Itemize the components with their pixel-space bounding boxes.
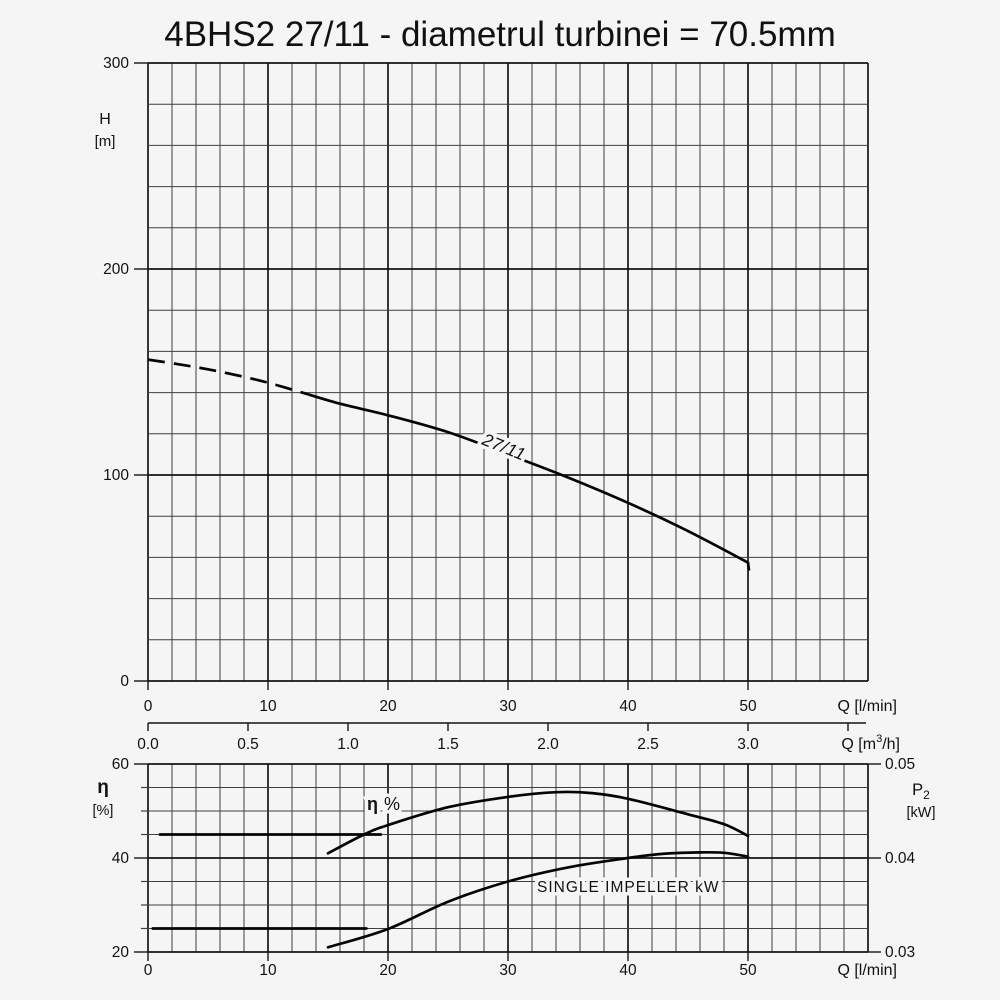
- x-tick-label: 30: [499, 698, 517, 715]
- y2-tick-label: 0.03: [885, 944, 915, 961]
- p2-label-pre: P: [912, 781, 923, 799]
- y2-tick-label: 0.04: [885, 850, 916, 867]
- x-tick-label: 20: [379, 962, 397, 979]
- efficiency-curve-label: η%: [367, 794, 400, 814]
- eta-symbol: η: [367, 794, 378, 814]
- y-axis-label-eta: η: [97, 777, 109, 798]
- m3h-label-post: /h]: [882, 736, 900, 753]
- m3h-label-sup: 3: [876, 733, 882, 745]
- y-tick-label: 20: [112, 944, 130, 961]
- y-axis-unit-m: [m]: [95, 133, 116, 150]
- x-tick-label: 20: [379, 698, 397, 715]
- curve-layer: [147, 358, 751, 949]
- x2-tick-label: 0.5: [237, 736, 259, 753]
- y-tick-label: 100: [103, 467, 129, 484]
- curve-27/11-dashed: [147, 358, 307, 396]
- x-tick-label: 40: [619, 962, 637, 979]
- y-tick-label: 300: [103, 55, 129, 72]
- eta-percent: %: [384, 794, 400, 814]
- x-axis-label-lmin-bottom: Q [l/min]: [837, 962, 897, 979]
- x-axis-label-lmin-top: Q [l/min]: [837, 698, 897, 715]
- curve-efficiency: [326, 790, 750, 855]
- curve-27/11: [305, 392, 750, 564]
- x-tick-label: 0: [144, 962, 153, 979]
- y-axis-unit-percent: [%]: [93, 803, 114, 819]
- x-tick-label: 50: [739, 962, 757, 979]
- y-tick-label: 0: [120, 673, 129, 690]
- x-tick-label: 40: [619, 698, 637, 715]
- x2-tick-label: 3.0: [737, 736, 759, 753]
- y2-tick-label: 0.05: [885, 756, 915, 773]
- y-tick-label: 60: [112, 756, 130, 773]
- y-axis-label-H: H: [99, 111, 111, 128]
- x-tick-label: 30: [499, 962, 517, 979]
- x-tick-label: 10: [259, 698, 277, 715]
- power-curve-label: SINGLE IMPELLER kW: [537, 879, 720, 896]
- x2-tick-label: 0.0: [137, 736, 159, 753]
- x2-tick-label: 1.0: [337, 736, 359, 753]
- x-tick-label: 10: [259, 962, 277, 979]
- curve-end-tick: [746, 562, 751, 571]
- curve-single-impeller-power: [326, 850, 750, 949]
- grid-layer: [147, 62, 869, 953]
- x2-tick-label: 2.5: [637, 736, 659, 753]
- y-tick-label: 200: [103, 261, 129, 278]
- y-tick-label: 40: [112, 850, 130, 867]
- x-tick-label: 0: [144, 698, 153, 715]
- x-axis-label-m3h: Q [m3/h]: [841, 733, 900, 753]
- tick-layer: [134, 62, 881, 961]
- x2-tick-label: 1.5: [437, 736, 459, 753]
- x2-tick-label: 2.0: [537, 736, 559, 753]
- y2-axis-label-p2: P2: [912, 781, 930, 802]
- x-tick-label: 50: [739, 698, 757, 715]
- chart-title: 4BHS2 27/11 - diametrul turbinei = 70.5m…: [164, 15, 836, 54]
- y2-axis-unit-kw: [kW]: [907, 805, 936, 821]
- p2-label-sub: 2: [923, 788, 930, 802]
- m3h-label-pre: Q [m: [841, 736, 876, 753]
